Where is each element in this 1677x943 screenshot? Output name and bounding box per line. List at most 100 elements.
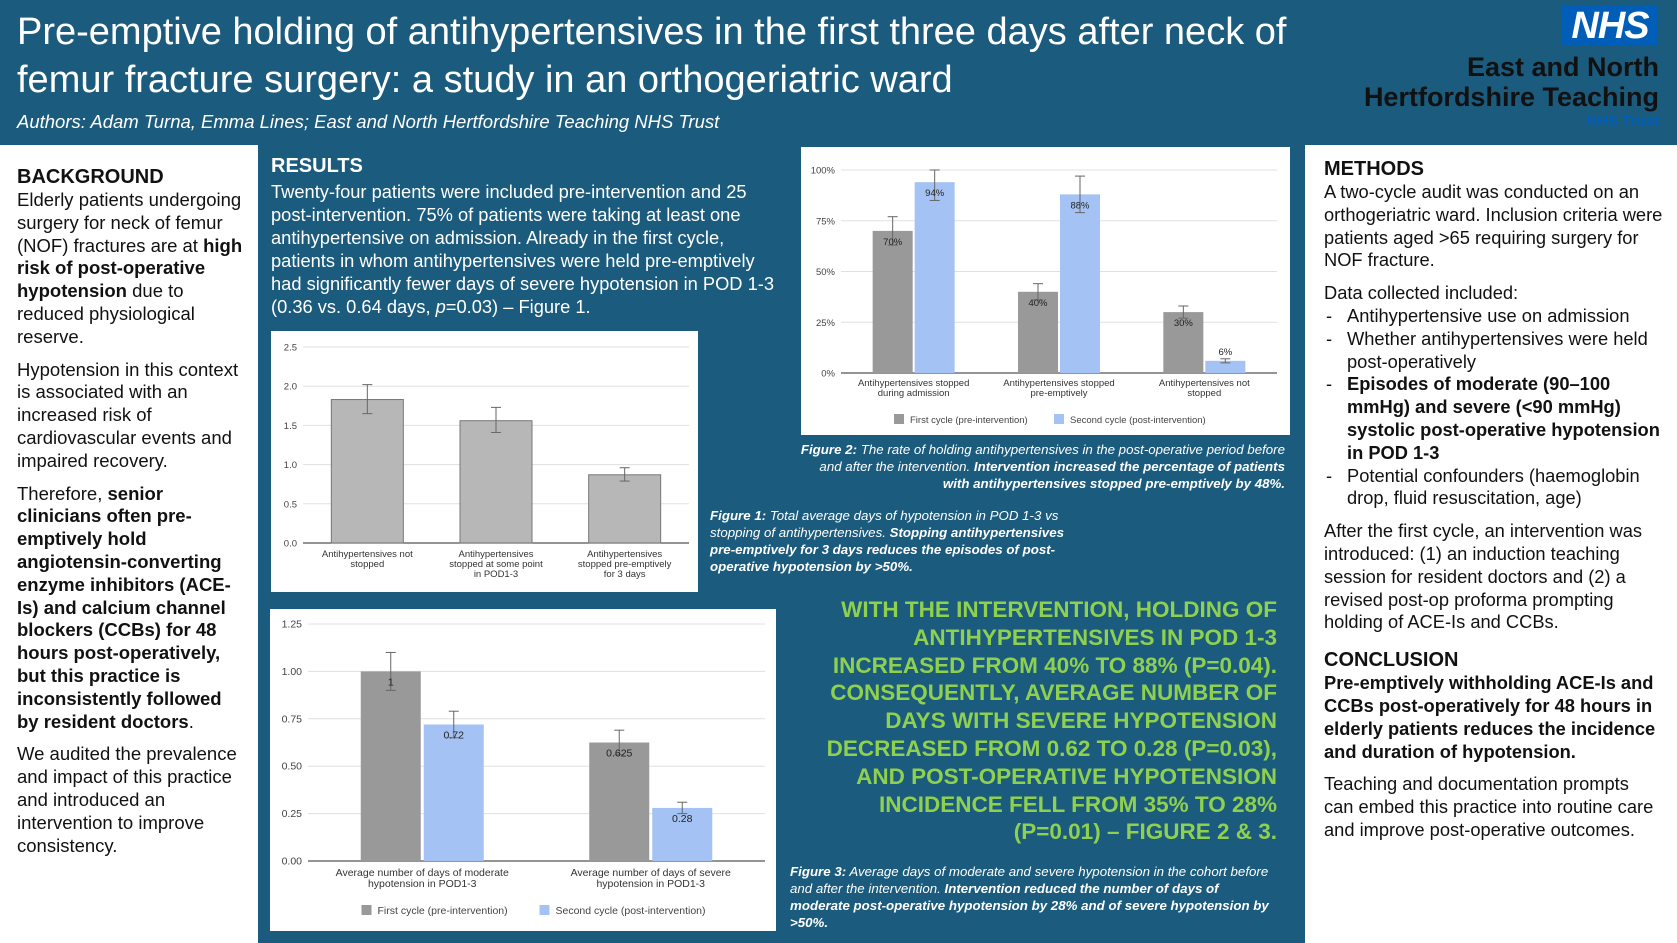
background-paragraph: Hypotension in this context is associate… (17, 359, 244, 473)
x-category-label-line: Antihypertensives (587, 549, 662, 560)
x-category-label-line: Antihypertensives stopped (1003, 378, 1114, 389)
y-tick-label: 0.5 (284, 499, 297, 510)
text-segment: senior clinicians often pre-emptively ho… (17, 482, 231, 732)
bar (652, 807, 713, 861)
x-category-label-line: hypotension in POD1-3 (596, 878, 705, 890)
x-category-label-line: pre-emptively (1030, 388, 1087, 399)
y-tick-label: 0.00 (282, 856, 303, 868)
legend-swatch (894, 414, 904, 424)
x-category-label: Antihypertensives stopped pre-emptively fo… (578, 549, 672, 580)
text-segment: . (188, 710, 194, 732)
data-label: 30% (1174, 318, 1194, 329)
trust-name-line2: Hertfordshire Teaching (1363, 82, 1659, 112)
x-category-label: Average number of days of severe hypotens… (571, 867, 731, 890)
background-heading: BACKGROUND (17, 166, 164, 188)
x-category-label: Antihypertensives not stopped (1159, 378, 1250, 399)
legend-label: Second cycle (post-intervention) (1070, 415, 1206, 426)
text-segment: p (435, 296, 446, 317)
conclusion-paragraph: Pre-emptively withholding ACE-Is and CCB… (1324, 672, 1663, 763)
text-segment: Figure 3: (790, 864, 847, 879)
text-segment: A two-cycle audit was conducted on an or… (1324, 181, 1663, 271)
key-finding-highlight: With the intervention, holding of antihy… (826, 597, 1277, 845)
y-tick-label: 0.0 (284, 539, 297, 550)
x-category-label-line: Antihypertensives (459, 549, 534, 560)
bar (1205, 360, 1246, 373)
methods-paragraph: Data collected included: (1324, 282, 1663, 305)
y-tick-label: 100% (811, 166, 836, 177)
data-label: 6% (1218, 347, 1232, 358)
x-category-label-line: stopped (1187, 388, 1221, 399)
data-label: 0.72 (444, 729, 465, 741)
x-category-label-line: in POD1-3 (474, 569, 518, 580)
text-segment: After the first cycle, an intervention w… (1324, 520, 1643, 633)
nhs-logo: NHS (1562, 6, 1658, 46)
text-segment: Teaching and documentation prompts can e… (1324, 773, 1654, 840)
authors-line: Authors: Adam Turna, Emma Lines; East an… (17, 111, 720, 132)
text-segment: Stopping antihypertensives pre-emptively… (710, 525, 1064, 574)
y-tick-label: 0.25 (282, 808, 303, 820)
legend-swatch (1054, 414, 1064, 424)
text-segment: Figure 1: (710, 508, 767, 523)
legend-swatch (361, 905, 372, 915)
x-category-label: Antihypertensives stopped pre-emptively (1003, 378, 1114, 399)
y-tick-label: 50% (816, 267, 836, 278)
x-category-label-line: hypotension in POD1-3 (368, 878, 477, 890)
list-item: Episodes of moderate (90–100 mmHg) and s… (1324, 373, 1663, 464)
legend-swatch (539, 905, 550, 915)
text-segment: Average days of moderate and severe hypo… (790, 864, 1269, 896)
data-label: 1 (388, 676, 394, 688)
text-segment: Pre-emptively withholding ACE-Is and CCB… (1324, 672, 1656, 762)
y-tick-label: 2.5 (284, 343, 297, 354)
x-category-label: Antihypertensives not stopped (322, 549, 413, 570)
legend-label: First cycle (pre-intervention) (910, 415, 1028, 426)
bar (872, 230, 913, 373)
list-item: Antihypertensive use on admission (1324, 305, 1663, 328)
figure-1-caption: Figure 1: Total average days of hypotens… (710, 507, 1090, 575)
y-tick-label: 1.5 (284, 421, 297, 432)
background-paragraph: We audited the prevalence and impact of … (17, 743, 244, 857)
background-section: BACKGROUND Elderly patients undergoing s… (0, 145, 258, 943)
data-label: 94% (925, 188, 945, 199)
background-paragraph: Therefore, senior clinicians often pre-e… (17, 483, 244, 734)
y-tick-label: 1.25 (282, 619, 303, 631)
x-category-label-line: Average number of days of severe (571, 867, 731, 879)
bar (360, 671, 421, 861)
text-segment: Therefore, (17, 482, 108, 504)
methods-list: Antihypertensive use on admission Whethe… (1324, 305, 1663, 510)
text-segment: Intervention reduced the number of days … (790, 881, 1269, 930)
bar (330, 399, 404, 544)
trust-name-line1: East and North (1466, 52, 1659, 82)
figure-3-svg: 0.00 0.25 0.50 0.75 1.00 1.25 1 0.72 Average num… (282, 619, 765, 917)
text-segment: Total average days of hypotension in POD… (710, 508, 1059, 540)
conclusion-paragraph: Teaching and documentation prompts can e… (1324, 773, 1663, 841)
text-segment: Twenty-four patients were included pre-i… (271, 181, 775, 317)
text-segment: high risk of post-operative hypotension (17, 234, 243, 302)
methods-heading: METHODS (1324, 158, 1424, 180)
bar (1163, 312, 1204, 373)
bar (914, 182, 955, 373)
y-tick-label: 0.50 (282, 761, 303, 773)
figure-3-chart: 0.00 0.25 0.50 0.75 1.00 1.25 1 0.72 Average num… (270, 609, 776, 931)
figure-3-caption: Figure 3: Average days of moderate and s… (790, 863, 1280, 931)
methods-paragraph: After the first cycle, an intervention w… (1324, 520, 1663, 634)
text-segment: Elderly patients undergoing surgery for … (17, 189, 242, 256)
results-paragraph: Twenty-four patients were included pre-i… (271, 180, 786, 318)
x-category-label-line: for 3 days (604, 569, 646, 580)
y-tick-label: 0.75 (282, 713, 303, 725)
y-tick-label: 1.00 (282, 666, 303, 678)
poster-title: Pre-emptive holding of antihypertensives… (17, 11, 1287, 101)
figure-2-chart: 0% 25% 50% 75% 100% 70% 94% Antihypertensives s… (801, 147, 1290, 435)
bar (589, 742, 650, 861)
conclusion-heading: CONCLUSION (1324, 649, 1459, 672)
x-category-label: Antihypertensives stopped at some point in… (449, 549, 543, 580)
bar (1018, 291, 1058, 373)
data-label: 0.625 (606, 748, 632, 760)
trust-name: East and North Hertfordshire Teaching (1364, 52, 1659, 112)
x-category-label-line: Antihypertensives not (322, 549, 413, 560)
bar (459, 420, 533, 544)
x-category-label-line: stopped (350, 559, 384, 570)
methods-paragraph: A two-cycle audit was conducted on an or… (1324, 181, 1663, 272)
figure-2-caption: Figure 2: The rate of holding antihypert… (795, 441, 1285, 492)
bar (1060, 194, 1100, 373)
text-segment: Figure 2: (800, 442, 858, 457)
